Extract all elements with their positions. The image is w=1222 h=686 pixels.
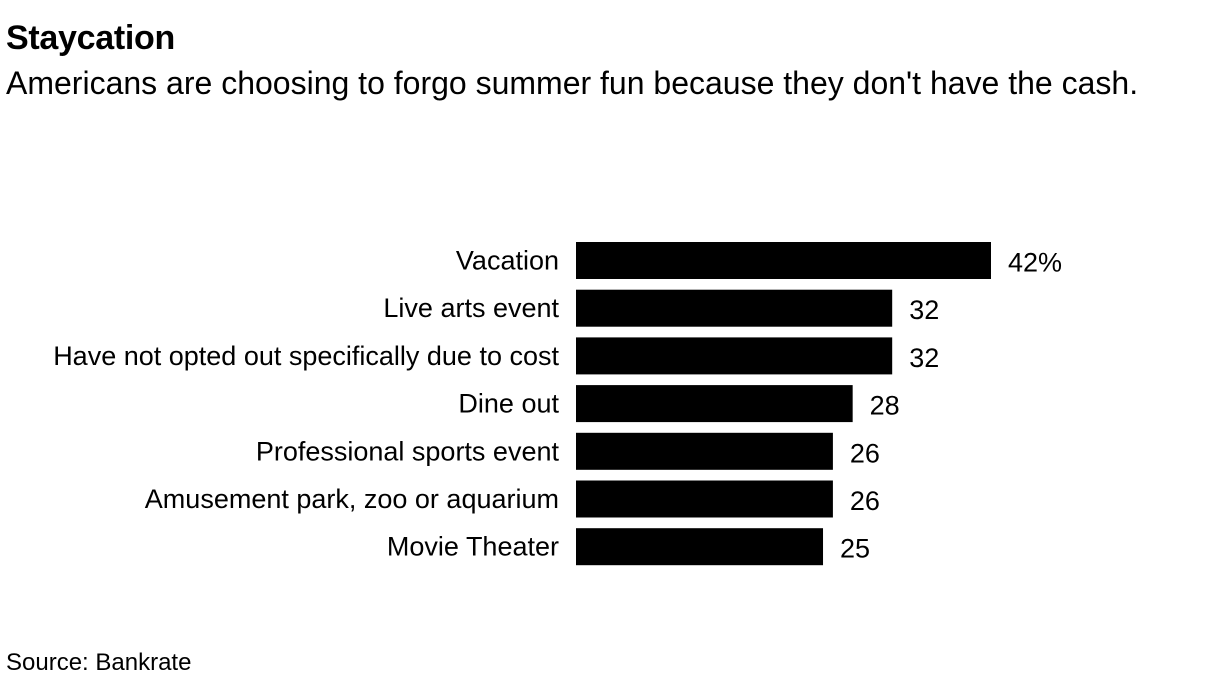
bar: [576, 242, 991, 279]
source-note: Source: Bankrate: [6, 649, 192, 676]
bar: [576, 480, 833, 518]
category-label: Vacation: [456, 246, 559, 276]
value-label: 26: [850, 486, 880, 516]
bar: [576, 528, 824, 566]
bar: [576, 337, 893, 375]
value-label: 28: [870, 391, 900, 421]
value-label: 26: [850, 438, 880, 468]
category-label: Dine out: [458, 389, 559, 419]
bar: [576, 385, 853, 423]
chart-subtitle: Americans are choosing to forgo summer f…: [6, 65, 1139, 101]
value-label: 32: [909, 295, 939, 325]
category-label: Live arts event: [383, 293, 559, 323]
category-label: Amusement park, zoo or aquarium: [145, 484, 559, 514]
category-label: Have not opted out specifically due to c…: [53, 341, 559, 371]
bar: [576, 289, 893, 327]
value-label: 25: [840, 534, 870, 564]
value-label: 32: [909, 343, 939, 373]
value-label: 42%: [1008, 248, 1062, 278]
chart-title: Staycation: [6, 19, 175, 57]
category-label: Professional sports event: [256, 436, 560, 466]
bar: [576, 432, 833, 470]
category-label: Movie Theater: [387, 532, 559, 562]
